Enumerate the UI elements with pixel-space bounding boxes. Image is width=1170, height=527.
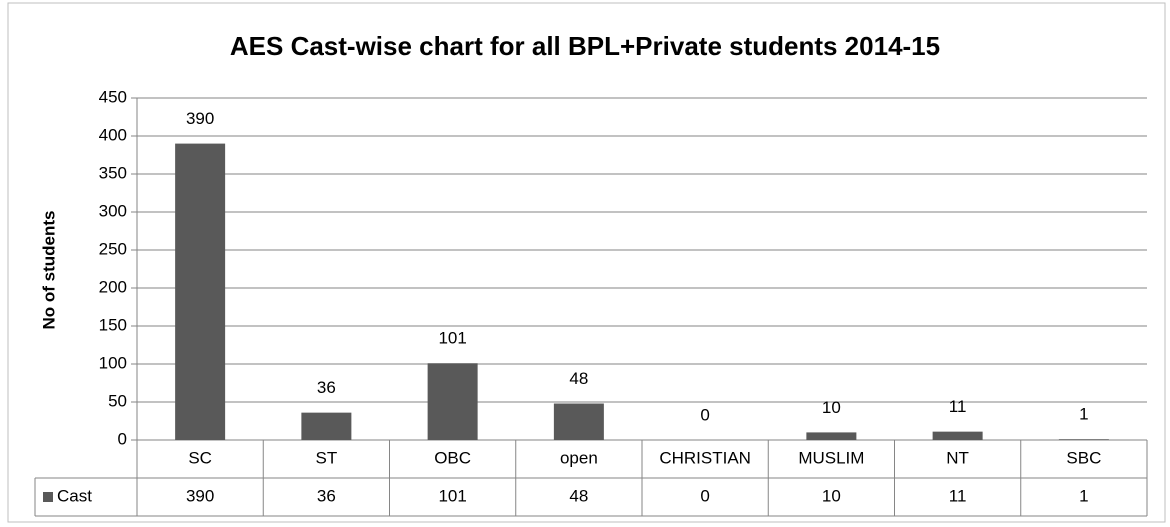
x-tick-label: CHRISTIAN — [659, 448, 751, 467]
table-value: 101 — [438, 486, 466, 505]
y-tick-label: 100 — [99, 353, 127, 372]
legend-key — [43, 492, 53, 502]
data-label: 36 — [317, 378, 336, 397]
table-value: 48 — [569, 486, 588, 505]
legend-label: Cast — [57, 486, 92, 505]
y-axis-label: No of students — [39, 211, 58, 330]
table-value: 11 — [949, 486, 967, 505]
x-tick-label: NT — [946, 448, 969, 467]
y-tick-label: 350 — [99, 163, 127, 182]
y-tick-label: 150 — [99, 315, 127, 334]
table-value: 390 — [186, 486, 214, 505]
data-label: 101 — [438, 329, 466, 348]
bar — [553, 403, 604, 440]
y-tick-label: 250 — [99, 239, 127, 258]
y-tick-label: 50 — [108, 391, 127, 410]
data-label: 11 — [949, 397, 967, 416]
table-value: 10 — [822, 486, 841, 505]
chart-title: AES Cast-wise chart for all BPL+Private … — [230, 31, 940, 61]
table-value: 36 — [317, 486, 336, 505]
data-label: 390 — [186, 109, 214, 128]
bar — [175, 143, 226, 440]
bar — [1058, 439, 1109, 440]
x-tick-label: open — [560, 448, 598, 467]
x-tick-label: SC — [188, 448, 212, 467]
x-tick-label: SBC — [1066, 448, 1101, 467]
data-label: 48 — [569, 369, 588, 388]
bar — [427, 363, 478, 440]
y-tick-label: 0 — [118, 429, 127, 448]
data-label: 10 — [822, 398, 841, 417]
x-tick-label: MUSLIM — [798, 448, 864, 467]
table-value: 1 — [1079, 486, 1088, 505]
bar — [301, 412, 352, 440]
data-label: 1 — [1079, 405, 1088, 424]
y-tick-label: 200 — [99, 277, 127, 296]
bar — [806, 432, 857, 440]
y-tick-label: 400 — [99, 125, 127, 144]
table-value: 0 — [700, 486, 709, 505]
x-tick-label: ST — [316, 448, 338, 467]
y-tick-label: 300 — [99, 201, 127, 220]
data-label: 0 — [700, 405, 709, 424]
x-tick-label: OBC — [434, 448, 471, 467]
bar — [932, 431, 983, 440]
y-tick-label: 450 — [99, 87, 127, 106]
